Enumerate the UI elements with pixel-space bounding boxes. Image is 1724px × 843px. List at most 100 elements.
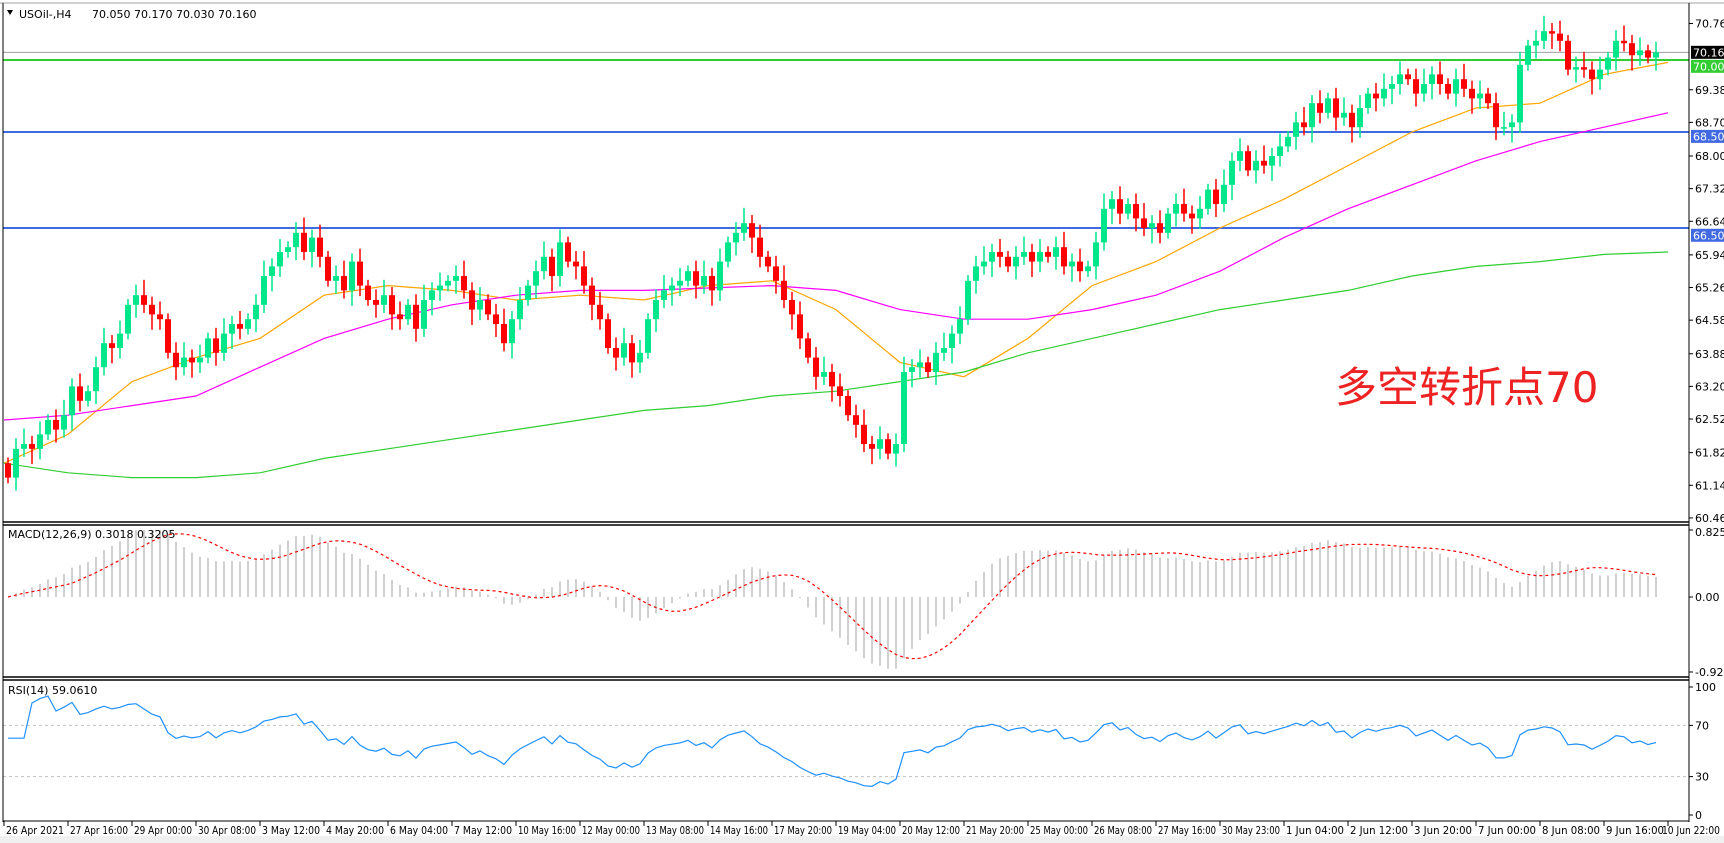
candle <box>1045 246 1051 263</box>
candle-body <box>1077 261 1083 272</box>
candle-body <box>149 304 155 315</box>
candle <box>669 277 675 306</box>
annotation-text[interactable]: 多空转折点70 <box>1335 363 1598 412</box>
candle-body <box>405 304 411 320</box>
candle <box>1413 68 1419 107</box>
candle-body <box>1381 88 1387 99</box>
main-price-panel[interactable] <box>3 15 1689 491</box>
candle-body <box>565 242 571 262</box>
chart-header[interactable]: USOil-,H4 70.050 70.170 70.030 70.160 <box>7 8 256 21</box>
candle <box>1645 44 1651 64</box>
candle-body <box>965 280 971 320</box>
candle-body <box>1565 40 1571 70</box>
candle <box>789 291 795 330</box>
candle-body <box>1045 252 1051 257</box>
time-tick-label: 26 Apr 2021 <box>6 824 64 837</box>
candle <box>1485 87 1491 109</box>
candle-body <box>797 314 803 339</box>
candle-body <box>1013 256 1019 267</box>
candle-body <box>917 362 923 368</box>
time-tick-label: 10 Jun 22:00 <box>1662 824 1720 837</box>
candle-body <box>885 439 891 454</box>
price-tag-label: 68.500 <box>1693 130 1724 143</box>
candle <box>1333 87 1339 131</box>
candle-body <box>1093 242 1099 267</box>
candle <box>125 299 131 340</box>
candle <box>1053 236 1059 270</box>
candle-body <box>749 223 755 238</box>
candle <box>1621 25 1627 52</box>
price-tick-label: 63.880 <box>1695 348 1724 361</box>
candle-body <box>1197 208 1203 219</box>
rsi-panel[interactable] <box>3 695 1689 788</box>
candle-body <box>1229 160 1235 185</box>
candle <box>301 217 307 261</box>
candle <box>1509 114 1515 143</box>
candle <box>1205 183 1211 215</box>
macd-tick-label: -0.9234 <box>1695 666 1724 679</box>
price-tick-label: 65.940 <box>1695 249 1724 262</box>
candle <box>29 435 35 465</box>
macd-panel[interactable] <box>7 530 1657 669</box>
candle-body <box>93 367 99 392</box>
candle <box>1069 253 1075 282</box>
dropdown-triangle-icon[interactable] <box>7 10 13 15</box>
candle-body <box>1237 151 1243 161</box>
price-tick-label: 68.000 <box>1695 150 1724 163</box>
candle-body <box>1477 93 1483 99</box>
candle-body <box>893 444 899 454</box>
rsi-tick-label: 70 <box>1695 719 1709 732</box>
candle <box>1085 260 1091 277</box>
price-tag-68.500 <box>1691 129 1724 143</box>
candle-body <box>189 357 195 363</box>
candle <box>373 289 379 318</box>
candle-body <box>173 352 179 368</box>
candle <box>1181 188 1187 222</box>
candle-body <box>1437 74 1443 84</box>
time-tick-label: 8 Jun 08:00 <box>1542 824 1600 837</box>
candle-body <box>1653 52 1659 58</box>
macd-title: MACD(12,26,9) 0.3018 0.3205 <box>8 528 176 541</box>
price-tick-label: 62.520 <box>1695 413 1724 426</box>
candle <box>517 287 523 330</box>
candle-body <box>1301 122 1307 128</box>
candle-body <box>53 420 59 430</box>
candle-body <box>1613 40 1619 58</box>
candle-body <box>621 343 627 358</box>
candle <box>1565 35 1571 76</box>
candle <box>1653 41 1659 71</box>
candle <box>381 279 387 313</box>
candle <box>413 294 419 342</box>
candle <box>1133 193 1139 232</box>
candle <box>909 359 915 388</box>
candle-body <box>1493 103 1499 128</box>
time-tick-label: 14 May 16:00 <box>710 824 768 837</box>
candle-body <box>269 266 275 276</box>
candle <box>869 435 875 465</box>
candle-body <box>1141 218 1147 228</box>
candle-body <box>381 295 387 305</box>
candle-body <box>557 242 563 276</box>
candle-body <box>125 304 131 334</box>
candle <box>109 335 115 364</box>
candle-body <box>101 343 107 368</box>
time-tick-label: 1 Jun 04:00 <box>1286 824 1344 837</box>
candle <box>661 275 667 309</box>
candle-body <box>357 261 363 286</box>
candle <box>1021 236 1027 265</box>
candle-body <box>117 333 123 348</box>
candle-body <box>1205 189 1211 209</box>
candle <box>485 294 491 321</box>
candle-body <box>317 237 323 257</box>
time-tick-label: 20 May 12:00 <box>902 824 960 837</box>
candle <box>765 251 771 273</box>
candle-body <box>109 343 115 348</box>
candle <box>453 265 459 294</box>
candle-body <box>1389 84 1395 89</box>
candle-body <box>1421 84 1427 94</box>
candle-body <box>13 448 19 478</box>
candle-body <box>1173 204 1179 214</box>
candle-body <box>333 276 339 281</box>
candle-body <box>773 266 779 281</box>
